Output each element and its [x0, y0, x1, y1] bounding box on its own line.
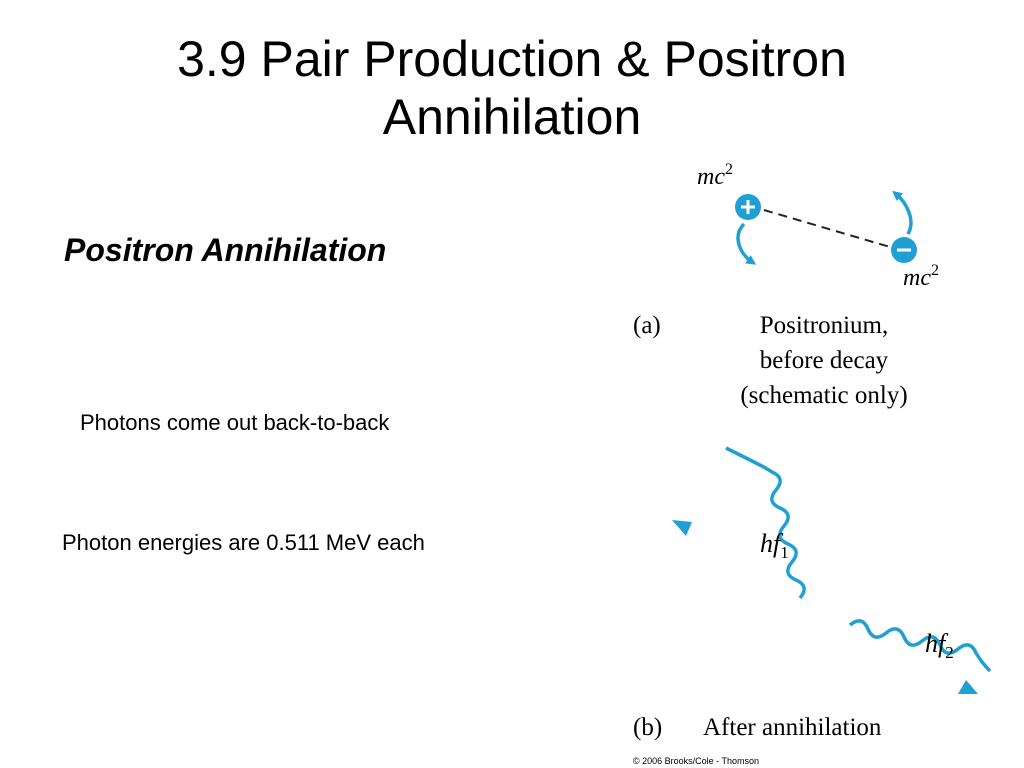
slide-title-line-1: 3.9 Pair Production & Positron: [177, 31, 847, 87]
panel-b: hf1 hf2 (b) After annihilation: [633, 446, 992, 741]
bullet-back-to-back: Photons come out back-to-back: [80, 410, 390, 435]
panel-a-caption-line-2: before decay: [760, 347, 889, 374]
photon-2-wave: [848, 619, 992, 673]
bullet-photon-energies: Photon energies are 0.511 MeV each: [62, 530, 425, 555]
electron-motion-arrow: [892, 190, 913, 235]
positronium-bond-line: [763, 209, 891, 248]
panel-b-caption: After annihilation: [703, 714, 882, 741]
photon-2-energy-label: hf2: [925, 629, 954, 662]
panel-a-label: (a): [633, 312, 661, 339]
positron-particle: [735, 194, 761, 220]
positron-energy-label: mc2: [697, 161, 733, 190]
panel-a-caption-line-3: (schematic only): [740, 382, 907, 409]
photon-1-arrowhead: [672, 520, 692, 536]
slide-title-line-2: Annihilation: [382, 89, 642, 145]
panel-b-label: (b): [633, 714, 662, 741]
photon-1-energy-label: hf1: [760, 529, 789, 562]
electron-energy-label: mc2: [903, 262, 939, 291]
panel-a: mc2 mc2 (a) Positronium, before decay (s…: [633, 161, 939, 409]
photon-2-arrowhead: [958, 680, 978, 694]
photon-1-wave: [725, 446, 806, 600]
slide-title: 3.9 Pair Production & Positron Annihilat…: [0, 30, 1024, 146]
panel-a-caption-line-1: Positronium,: [760, 312, 889, 339]
copyright-notice: © 2006 Brooks/Cole - Thomson: [633, 756, 759, 766]
section-subtitle: Positron Annihilation: [64, 232, 387, 268]
plus-icon: [741, 200, 755, 214]
positron-motion-arrow: [736, 222, 757, 265]
electron-particle: [891, 237, 917, 263]
